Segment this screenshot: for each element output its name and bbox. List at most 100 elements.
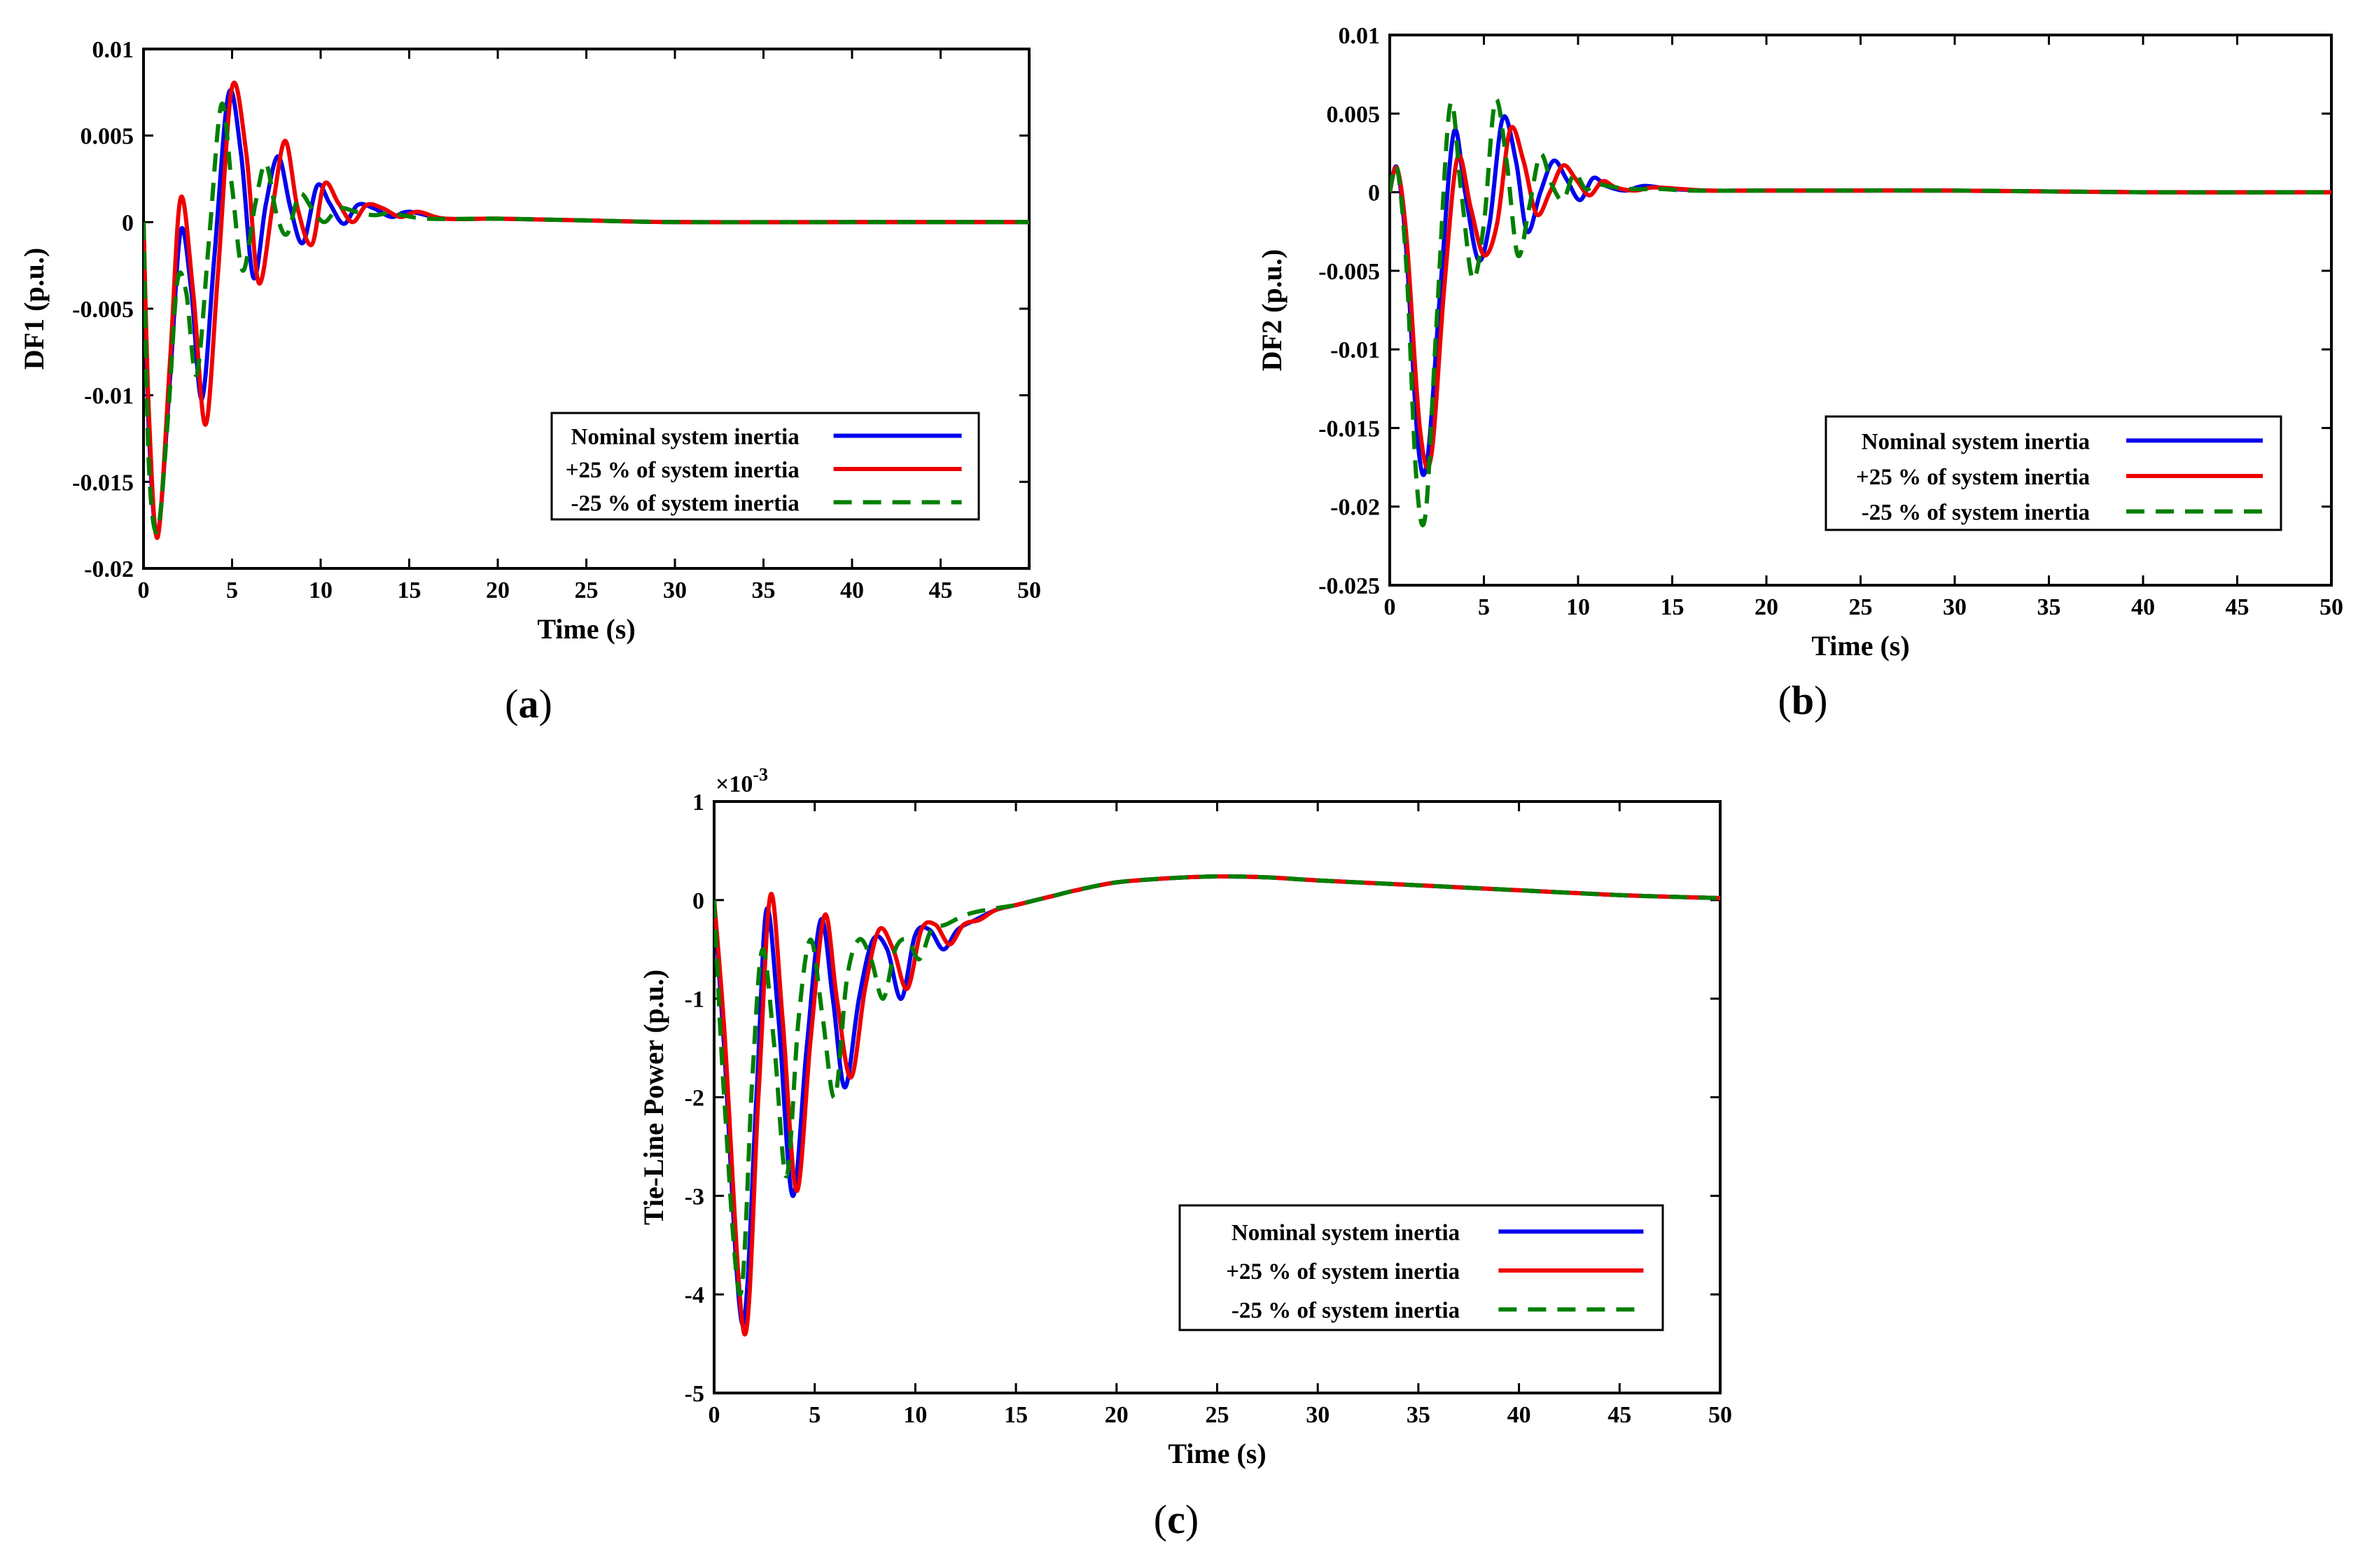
caption-letter: a: [519, 681, 539, 727]
chart-panel-b: 0 5 10 15 20 25 30 35 40 45 50 -0.025 -0.02 -0.015 -0.…: [1256, 23, 2343, 723]
x-tick-label: 30: [1306, 1402, 1330, 1428]
x-tick-label: 15: [398, 578, 421, 603]
x-tick-label: 45: [2226, 594, 2249, 620]
caption-close: ): [1185, 1497, 1199, 1542]
x-tick-label: 35: [2037, 594, 2061, 620]
x-tick-label: 45: [929, 578, 953, 603]
x-tick-label: 25: [575, 578, 599, 603]
x-tick-label: 20: [1105, 1402, 1129, 1428]
caption-open: (: [1154, 1497, 1167, 1542]
y-tick-label: -5: [685, 1381, 704, 1407]
x-tick-label: 5: [1478, 594, 1490, 620]
legend-entry-label: Nominal system inertia: [1862, 429, 2090, 454]
x-tick-label: 30: [663, 578, 687, 603]
x-tick-label: 0: [709, 1402, 720, 1428]
caption-open: (: [505, 681, 518, 727]
series-line-minus25: [144, 102, 1029, 534]
series-group: [1390, 97, 2331, 528]
x-tick-label: 10: [309, 578, 333, 603]
legend-entry-label: +25 % of system inertia: [566, 458, 800, 483]
x-tick-label: 50: [1017, 578, 1041, 603]
y-tick-label: -0.015: [72, 470, 134, 496]
legend-entry-label: +25 % of system inertia: [1226, 1259, 1460, 1284]
x-tick-label: 25: [1206, 1402, 1229, 1428]
legend-entry-label: -25 % of system inertia: [1232, 1298, 1460, 1324]
caption-close: ): [539, 681, 552, 727]
x-tick-label: 40: [840, 578, 864, 603]
legend-entry-label: -25 % of system inertia: [571, 491, 800, 517]
y-tick-label: 0: [1368, 181, 1380, 206]
y-tick-label: 1: [692, 790, 704, 816]
y-tick-label: -0.025: [1318, 573, 1380, 599]
y-axis-label: DF2 (p.u.): [1256, 249, 1288, 371]
chart-panel-c: 0 5 10 15 20 25 30 35 40 45 50 -5 -4 -3 -2 -1 0 1 Time (s)…: [638, 764, 1732, 1542]
y-tick-label: 0: [692, 888, 704, 914]
x-tick-label: 40: [1507, 1402, 1531, 1428]
y-tick-label: -0.02: [84, 556, 134, 582]
y-tick-label: -4: [685, 1282, 704, 1308]
x-tick-label: 10: [903, 1402, 927, 1428]
x-tick-label: 35: [752, 578, 776, 603]
caption-close: ): [1814, 678, 1827, 723]
y-scale-note: ×10-3: [716, 764, 768, 797]
x-tick-label: 20: [486, 578, 510, 603]
y-axis-label: DF1 (p.u.): [18, 248, 50, 370]
y-tick-label: -0.02: [1330, 495, 1380, 521]
x-axis-label: Time (s): [537, 613, 635, 645]
series-line-minus25: [1390, 97, 2331, 528]
y-scale-exponent: -3: [753, 764, 768, 785]
series-group: [144, 80, 1029, 540]
x-tick-label: 15: [1661, 594, 1684, 620]
y-tick-label: 0.01: [1339, 23, 1381, 49]
x-tick-label: 20: [1754, 594, 1778, 620]
caption-letter: c: [1167, 1497, 1185, 1542]
x-tick-label: 5: [226, 578, 238, 603]
y-tick-label: -2: [685, 1086, 704, 1112]
x-tick-label: 25: [1849, 594, 1873, 620]
legend-entry-label: +25 % of system inertia: [1856, 465, 2090, 490]
legend-entry-label: -25 % of system inertia: [1862, 500, 2090, 526]
legend-entry-label: Nominal system inertia: [1232, 1220, 1460, 1245]
y-tick-label: -0.005: [72, 297, 134, 323]
series-group: [714, 874, 1720, 1337]
x-tick-label: 50: [1708, 1402, 1732, 1428]
legend-box: [1178, 1204, 1664, 1331]
series-line-minus25: [714, 874, 1720, 1297]
y-scale-base: ×10: [716, 771, 753, 797]
legend: Nominal system inertia +25 % of system in…: [550, 412, 980, 521]
panel-caption: (b): [1778, 678, 1828, 723]
y-tick-label: 0.005: [81, 124, 134, 150]
x-axis-label: Time (s): [1168, 1438, 1266, 1469]
y-tick-label: -0.01: [1330, 337, 1380, 363]
x-tick-label: 30: [1943, 594, 1967, 620]
y-tick-label: -0.01: [84, 384, 134, 410]
legend-box: [1825, 415, 2282, 531]
x-tick-label: 0: [138, 578, 150, 603]
caption-open: (: [1778, 678, 1792, 723]
x-axis-label: Time (s): [1811, 630, 1909, 662]
x-tick-label: 45: [1607, 1402, 1631, 1428]
panel-caption: (c): [1154, 1497, 1199, 1542]
x-tick-label: 35: [1407, 1402, 1430, 1428]
legend: Nominal system inertia +25 % of system in…: [1178, 1204, 1664, 1331]
panel-caption: (a): [505, 681, 552, 727]
y-tick-label: -0.015: [1318, 416, 1380, 442]
x-tick-label: 0: [1384, 594, 1396, 620]
x-tick-label: 5: [809, 1402, 821, 1428]
y-tick-label: 0: [122, 210, 134, 236]
chart-panel-a: 0 5 10 15 20 25 30 35 40 45 50 -0.02 -0.015 -0.01 -0.0…: [18, 37, 1041, 727]
y-tick-label: 0.01: [92, 37, 134, 63]
legend-entry-label: Nominal system inertia: [571, 425, 800, 450]
caption-letter: b: [1792, 678, 1814, 723]
y-tick-label: -3: [685, 1184, 704, 1210]
x-tick-label: 40: [2131, 594, 2155, 620]
x-tick-label: 50: [2319, 594, 2343, 620]
x-tick-label: 15: [1004, 1402, 1028, 1428]
y-tick-label: -1: [685, 987, 704, 1013]
y-tick-label: -0.005: [1318, 259, 1380, 285]
x-tick-label: 10: [1566, 594, 1590, 620]
y-tick-label: 0.005: [1327, 102, 1381, 127]
y-axis-label: Tie-Line Power (p.u.): [638, 969, 669, 1225]
legend: Nominal system inertia +25 % of system in…: [1825, 415, 2282, 531]
